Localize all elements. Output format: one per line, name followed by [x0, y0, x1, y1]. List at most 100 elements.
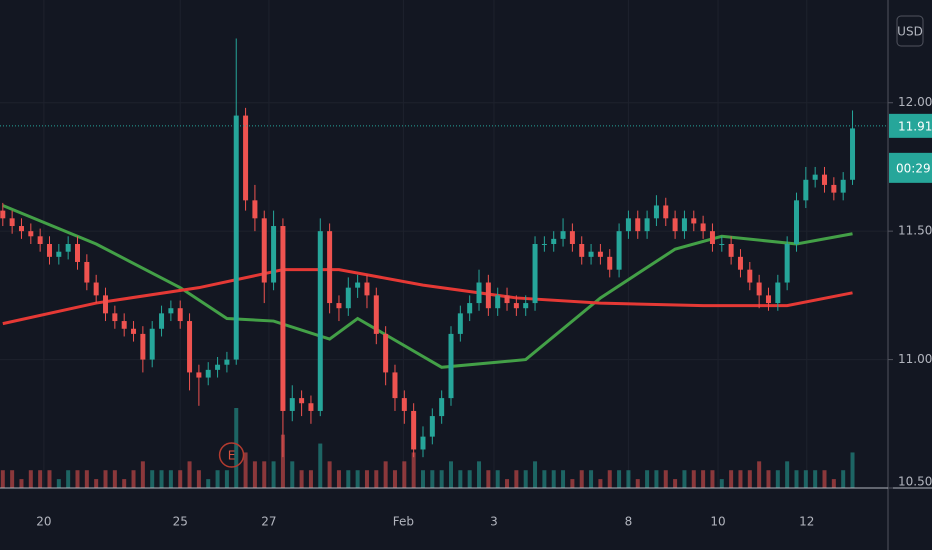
candle-body: [747, 269, 753, 283]
x-tick-label: 3: [490, 515, 498, 529]
candle-body: [149, 328, 155, 360]
candle-body: [672, 218, 678, 232]
candle-body: [850, 128, 856, 180]
candle-body: [75, 244, 81, 262]
volume-bar: [822, 470, 827, 488]
candle-body: [103, 295, 109, 314]
volume-bar: [645, 470, 650, 488]
candle-body: [345, 287, 351, 309]
candle-body: [681, 218, 687, 232]
candle-body: [28, 231, 34, 237]
currency[interactable]: USD: [897, 25, 923, 39]
candle-body: [429, 416, 435, 437]
currency-button[interactable]: [896, 15, 924, 47]
candle-body: [215, 364, 221, 370]
volume-bar: [374, 470, 379, 488]
candle-body: [560, 231, 566, 239]
volume-bar: [94, 479, 99, 488]
volume-bar: [841, 470, 846, 488]
volume-bar: [458, 470, 463, 488]
candle-body: [635, 218, 641, 232]
candle-body: [616, 231, 622, 270]
volume-bar: [280, 434, 285, 488]
volume-bar: [308, 470, 313, 488]
volume-bar: [243, 452, 248, 488]
candle-body: [775, 282, 781, 304]
volume-bar: [701, 470, 706, 488]
candle-body: [439, 398, 445, 417]
candle-body: [131, 328, 137, 334]
volume-bar: [346, 470, 351, 488]
candle-body: [691, 218, 697, 224]
x-tick-label: 8: [625, 515, 633, 529]
volume-bar: [318, 443, 323, 488]
volume-bar: [0, 470, 5, 488]
candle-body: [401, 398, 407, 411]
volume: [0, 408, 855, 488]
candle-body: [121, 321, 127, 329]
candle-body: [280, 226, 286, 411]
volume-bar: [66, 470, 71, 488]
x-tick-label: 27: [261, 515, 276, 529]
volume-bar: [430, 470, 435, 488]
candle-body: [644, 218, 650, 232]
candle-body: [56, 251, 62, 257]
volume-bar: [477, 461, 482, 488]
candle-body: [653, 205, 659, 219]
candle-body: [243, 115, 249, 201]
candle-body: [93, 282, 99, 296]
volume-bar: [691, 470, 696, 488]
volume-bar: [402, 461, 407, 488]
volume-bar: [252, 461, 257, 488]
volume-bar: [850, 452, 855, 488]
candle-body: [504, 295, 510, 304]
candle-body: [579, 244, 585, 257]
volume-bar: [234, 408, 239, 488]
volume-bar: [682, 470, 687, 488]
volume-bar: [449, 461, 454, 488]
volume-bar: [150, 470, 155, 488]
volume-bar: [617, 470, 622, 488]
volume-bar: [215, 470, 220, 488]
candle-body: [495, 295, 501, 309]
volume-bar: [411, 452, 416, 488]
candle-body: [317, 231, 323, 411]
volume-bar: [747, 470, 752, 488]
volume-bar: [112, 470, 117, 488]
candle-body: [187, 321, 193, 373]
volume-bar: [187, 461, 192, 488]
candle-body: [177, 308, 183, 322]
candle-body: [719, 244, 725, 245]
candle-body: [597, 251, 603, 257]
y-tick-label: 12.00: [898, 95, 932, 109]
volume-bar: [738, 470, 743, 488]
candle-body: [392, 372, 398, 399]
volume-bar: [719, 479, 724, 488]
countdown-tag: [889, 152, 932, 183]
volume-bar: [785, 461, 790, 488]
volume-bar: [47, 470, 52, 488]
volume-bar: [420, 470, 425, 488]
volume-bar: [262, 461, 267, 488]
candle-body: [822, 174, 828, 185]
volume-bar: [159, 470, 164, 488]
volume-bar: [140, 461, 145, 488]
volume-bar: [290, 461, 295, 488]
candle-body: [765, 295, 771, 304]
volume-bar: [561, 470, 566, 488]
last-price-label: 11.91: [898, 119, 932, 133]
volume-bar: [635, 479, 640, 488]
volume-bar: [224, 470, 229, 488]
volume-bar: [364, 470, 369, 488]
candle-body: [46, 244, 52, 257]
candle-body: [812, 174, 818, 180]
volume-bar: [327, 461, 332, 488]
volume-bar: [178, 470, 183, 488]
candle-body: [37, 236, 43, 244]
volume-bar: [729, 470, 734, 488]
volume-bar: [84, 470, 89, 488]
candle-body: [84, 261, 90, 283]
volume-bar: [598, 479, 603, 488]
volume-bar: [813, 470, 818, 488]
